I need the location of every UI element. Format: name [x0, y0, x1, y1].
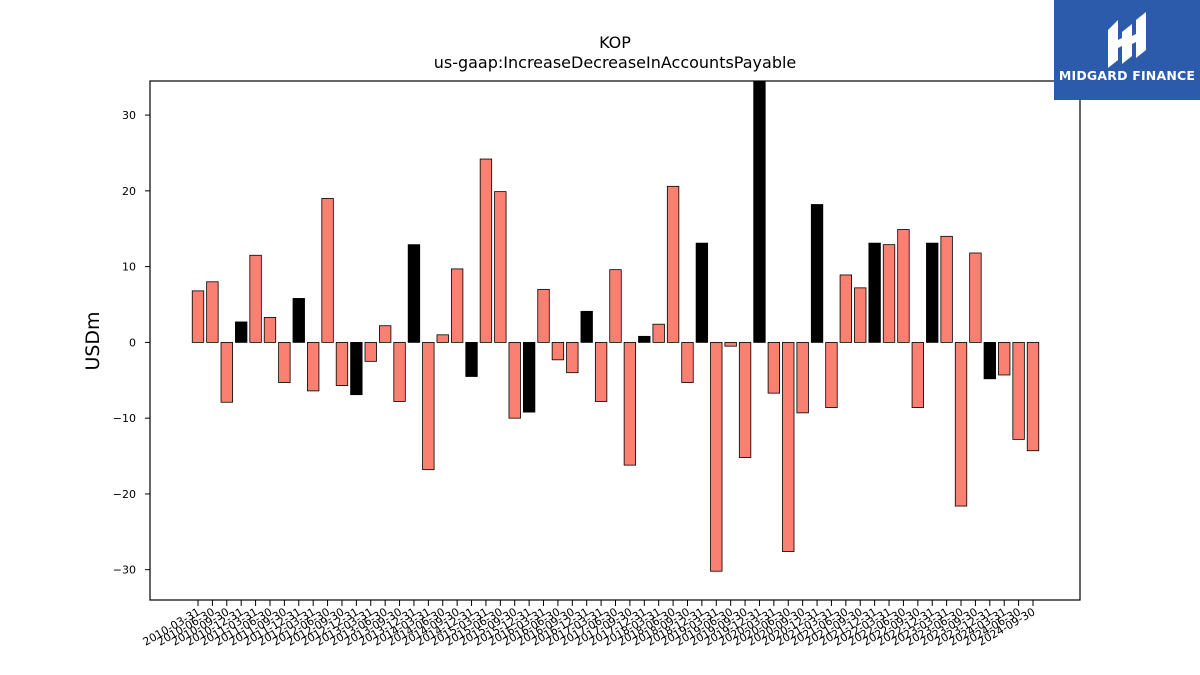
bar-2021-12-31 — [868, 242, 881, 343]
bar-2020-12-31 — [810, 204, 824, 343]
bar-2015-03-31 — [479, 158, 493, 343]
y-tick-label: 30 — [122, 109, 136, 122]
bar-2010-12-31 — [235, 321, 248, 343]
midgard-logo-icon — [1108, 12, 1146, 68]
bar-2016-12-31 — [580, 310, 593, 343]
bar-2014-06-30 — [436, 334, 449, 343]
bar-2019-06-30 — [724, 341, 737, 347]
bar-2014-09-30 — [450, 268, 464, 343]
bar-2023-09-30 — [969, 252, 982, 343]
bar-2021-09-30 — [854, 287, 867, 343]
chart-subtitle: us-gaap:IncreaseDecreaseInAccountsPayabl… — [434, 53, 797, 72]
x-axis: 2010-03-312010-06-302010-09-302010-12-31… — [141, 600, 1038, 649]
bar-2013-03-31 — [364, 341, 377, 362]
bar-2018-12-31 — [695, 242, 709, 343]
bar-2024-09-30 — [1026, 341, 1040, 452]
bar-2017-03-31 — [594, 341, 608, 402]
bar-2017-12-31 — [638, 335, 651, 343]
y-tick-label: −10 — [113, 412, 136, 425]
bar-2010-03-31 — [191, 290, 205, 343]
bar-2011-06-30 — [263, 316, 277, 343]
logo-text: MIDGARD FINANCE — [1058, 68, 1196, 83]
bar-2011-12-31 — [292, 298, 305, 343]
bar-2013-09-30 — [393, 341, 406, 402]
bar-2018-03-31 — [652, 323, 665, 343]
bar-2014-03-31 — [422, 341, 435, 471]
bar-2017-06-30 — [609, 269, 622, 343]
chart-title: KOP — [599, 33, 631, 52]
bar-2022-03-31 — [882, 244, 896, 343]
bar-2024-03-31 — [998, 341, 1011, 376]
bar-2014-12-31 — [465, 341, 478, 377]
bar-2012-12-31 — [350, 341, 363, 396]
bar-2015-12-31 — [522, 341, 536, 413]
y-axis: −30 −20 −10 0 10 20 30 — [113, 109, 150, 577]
bar-2019-09-30 — [738, 341, 752, 458]
bar-2019-03-31 — [710, 341, 723, 572]
bar-2024-06-30 — [1012, 341, 1025, 440]
bar-2015-09-30 — [508, 341, 521, 419]
y-axis-label: USDm — [82, 311, 104, 370]
bar-2022-06-30 — [897, 229, 910, 343]
bar-2016-09-30 — [566, 341, 579, 374]
bar-2011-09-30 — [278, 341, 291, 383]
bar-2016-06-30 — [551, 341, 565, 361]
y-tick-label: −30 — [113, 564, 136, 577]
bar-2011-03-31 — [249, 254, 262, 343]
bar-2021-06-30 — [839, 274, 853, 343]
bar-2020-06-30 — [782, 341, 795, 552]
bar-2013-06-30 — [378, 325, 392, 343]
bar-2019-12-31 — [753, 80, 766, 343]
y-tick-label: 0 — [129, 336, 136, 349]
bar-2010-06-30 — [206, 281, 219, 343]
y-tick-label: 20 — [122, 185, 136, 198]
bar-2021-03-31 — [825, 341, 838, 408]
bar-2023-03-31 — [940, 235, 953, 343]
bar-2023-06-30 — [954, 341, 968, 507]
bar-2018-06-30 — [666, 185, 680, 343]
bar-2018-09-30 — [681, 341, 694, 383]
bar-2012-06-30 — [321, 198, 334, 343]
midgard-finance-logo: MIDGARD FINANCE — [1054, 0, 1200, 100]
bar-2013-12-31 — [407, 244, 421, 343]
bar-2010-09-30 — [220, 341, 233, 403]
y-tick-label: −20 — [113, 488, 136, 501]
bar-2020-09-30 — [796, 341, 809, 414]
bar-2015-06-30 — [494, 191, 507, 343]
bar-2020-03-31 — [767, 341, 781, 394]
y-tick-label: 10 — [122, 261, 136, 274]
bar-2012-03-31 — [307, 341, 320, 392]
bar-2023-12-31 — [983, 341, 996, 380]
bar-2022-09-30 — [911, 341, 924, 408]
bar-layer — [191, 80, 1040, 572]
plot-frame — [149, 80, 1081, 601]
bar-2016-03-31 — [537, 288, 550, 343]
bar-2022-12-31 — [926, 242, 939, 343]
bar-2012-09-30 — [335, 341, 349, 386]
bar-2017-09-30 — [623, 341, 637, 466]
